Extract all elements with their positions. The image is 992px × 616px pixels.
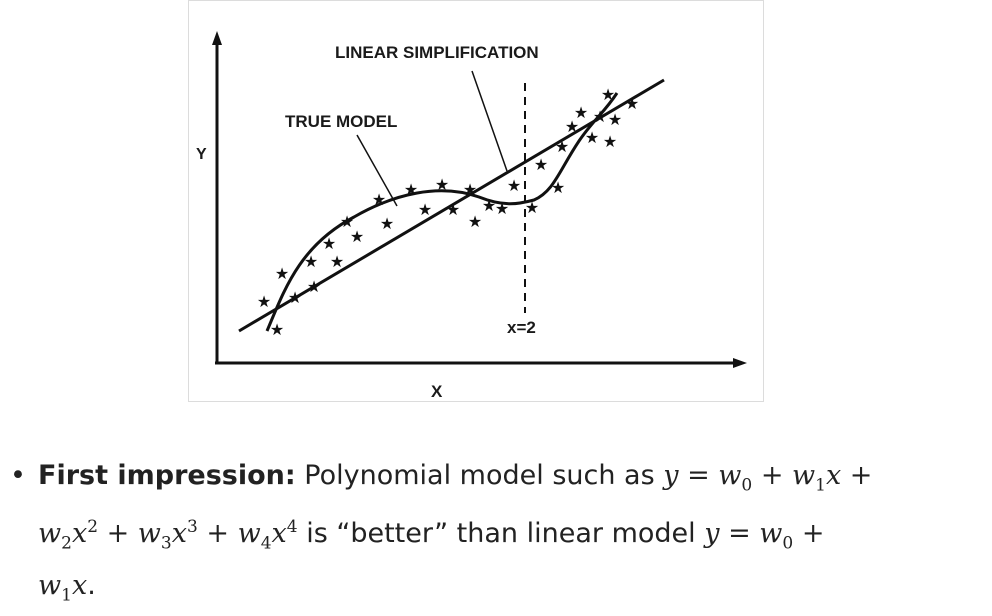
- data-point-star: ★: [603, 132, 617, 151]
- data-point-star: ★: [275, 264, 289, 283]
- diagram-canvas: Y X x=2 LINEAR SIMPLIFICATION TRUE MODEL…: [196, 31, 747, 401]
- data-point-star: ★: [625, 94, 639, 113]
- data-point-star: ★: [257, 292, 271, 311]
- data-point-star: ★: [350, 227, 364, 246]
- data-point-star: ★: [380, 214, 394, 233]
- data-point-star: ★: [418, 200, 432, 219]
- data-point-star: ★: [307, 277, 321, 296]
- data-point-star: ★: [463, 180, 477, 199]
- data-point-star: ★: [534, 155, 548, 174]
- polynomial-equation: y = w0 + w1x + w2x2 + w3x3 + w4x4: [38, 460, 873, 554]
- divider-label: x=2: [507, 318, 536, 337]
- data-point-star: ★: [593, 107, 607, 126]
- data-point-star: ★: [404, 180, 418, 199]
- data-point-star: ★: [507, 176, 521, 195]
- data-point-star: ★: [372, 190, 386, 209]
- bullet: •: [10, 460, 26, 491]
- data-point-star: ★: [585, 128, 599, 147]
- data-point-star: ★: [446, 200, 460, 219]
- true-model-label: TRUE MODEL: [285, 112, 397, 131]
- data-point-star: ★: [288, 288, 302, 307]
- data-point-star: ★: [608, 110, 622, 129]
- true-model-pointer: [356, 134, 398, 207]
- data-point-star: ★: [340, 212, 354, 231]
- x-axis-label: X: [431, 382, 443, 401]
- data-point-star: ★: [525, 198, 539, 217]
- caption-line2-text: is “better” than linear model: [306, 518, 696, 550]
- caption-line1-text: Polynomial model such as: [304, 460, 655, 491]
- data-point-star: ★: [270, 320, 284, 339]
- data-point-star: ★: [565, 117, 579, 136]
- data-point-star: ★: [495, 199, 509, 218]
- true-model-curve: [265, 92, 619, 332]
- data-points: ★★★★★★★★★★★★★★★★★★★★★★★★★★★★★★★★★: [257, 85, 639, 339]
- data-point-star: ★: [601, 85, 615, 104]
- data-point-star: ★: [435, 175, 449, 194]
- y-axis-arrow: [212, 31, 222, 45]
- data-point-star: ★: [482, 196, 496, 215]
- data-point-star: ★: [322, 234, 336, 253]
- caption-text: First impression: Polynomial model such …: [38, 455, 982, 616]
- data-point-star: ★: [574, 103, 588, 122]
- data-point-star: ★: [468, 212, 482, 231]
- x-axis-arrow: [733, 358, 747, 368]
- diagram-figure: Y X x=2 LINEAR SIMPLIFICATION TRUE MODEL…: [188, 0, 764, 402]
- data-point-star: ★: [551, 178, 565, 197]
- linear-simplification-label: LINEAR SIMPLIFICATION: [335, 43, 539, 62]
- caption-lead: First impression:: [38, 460, 296, 491]
- data-point-star: ★: [304, 252, 318, 271]
- linear-simplification-pointer: [471, 70, 508, 172]
- caption-period: .: [87, 569, 96, 601]
- data-point-star: ★: [555, 137, 569, 156]
- data-point-star: ★: [330, 252, 344, 271]
- y-axis-label: Y: [196, 146, 207, 163]
